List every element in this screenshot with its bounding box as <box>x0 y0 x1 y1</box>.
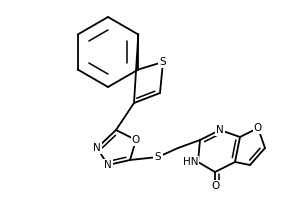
Text: O: O <box>254 123 262 133</box>
Text: O: O <box>132 135 140 145</box>
Text: N: N <box>216 125 224 135</box>
Text: S: S <box>155 152 161 162</box>
Text: S: S <box>160 57 166 67</box>
Text: N: N <box>104 160 112 170</box>
Text: O: O <box>211 181 219 191</box>
Text: HN: HN <box>182 157 198 167</box>
Text: N: N <box>93 143 101 153</box>
